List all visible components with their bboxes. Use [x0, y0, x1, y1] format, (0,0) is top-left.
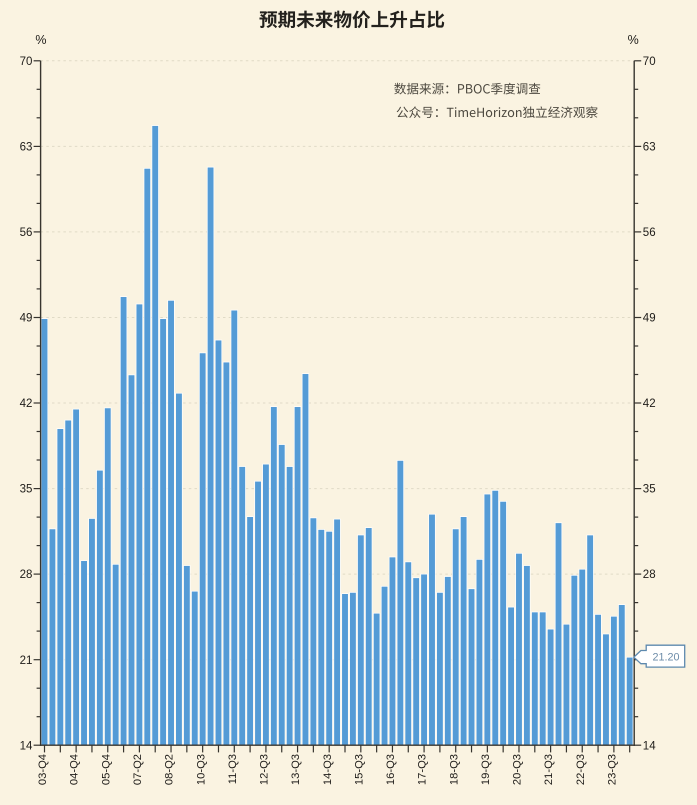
svg-text:28: 28: [643, 569, 656, 581]
svg-text:08-Q2: 08-Q2: [164, 754, 176, 785]
svg-text:03-Q4: 03-Q4: [37, 754, 49, 785]
svg-text:15-Q3: 15-Q3: [353, 754, 365, 785]
svg-text:70: 70: [643, 56, 656, 68]
svg-text:21: 21: [20, 655, 33, 667]
svg-text:42: 42: [643, 398, 656, 410]
svg-text:42: 42: [20, 398, 33, 410]
svg-text:11-Q3: 11-Q3: [227, 754, 239, 784]
svg-text:16-Q3: 16-Q3: [385, 754, 397, 785]
svg-text:56: 56: [20, 227, 33, 239]
svg-text:14-Q3: 14-Q3: [322, 754, 334, 785]
svg-text:49: 49: [643, 313, 656, 325]
svg-text:28: 28: [20, 569, 33, 581]
svg-text:22-Q3: 22-Q3: [575, 754, 587, 785]
svg-text:63: 63: [643, 142, 656, 154]
svg-text:35: 35: [20, 484, 33, 496]
svg-text:70: 70: [20, 56, 33, 68]
svg-text:17-Q3: 17-Q3: [417, 754, 429, 785]
svg-text:18-Q3: 18-Q3: [448, 754, 460, 785]
svg-text:23-Q3: 23-Q3: [606, 754, 618, 785]
svg-text:19-Q3: 19-Q3: [480, 754, 492, 785]
svg-text:07-Q2: 07-Q2: [132, 754, 144, 785]
svg-text:14: 14: [20, 740, 33, 752]
svg-text:56: 56: [643, 227, 656, 239]
svg-text:%: %: [35, 33, 46, 47]
svg-text:20-Q3: 20-Q3: [512, 754, 524, 785]
svg-text:12-Q3: 12-Q3: [259, 754, 271, 785]
svg-text:13-Q3: 13-Q3: [290, 754, 302, 785]
svg-text:35: 35: [643, 484, 656, 496]
svg-text:05-Q4: 05-Q4: [100, 754, 112, 785]
svg-text:63: 63: [20, 142, 33, 154]
svg-text:49: 49: [20, 313, 33, 325]
svg-text:21.20: 21.20: [652, 652, 679, 664]
svg-text:14: 14: [643, 740, 656, 752]
svg-text:04-Q4: 04-Q4: [69, 754, 81, 785]
svg-text:21-Q3: 21-Q3: [543, 754, 555, 785]
svg-text:%: %: [628, 33, 639, 47]
svg-text:10-Q3: 10-Q3: [195, 754, 207, 785]
